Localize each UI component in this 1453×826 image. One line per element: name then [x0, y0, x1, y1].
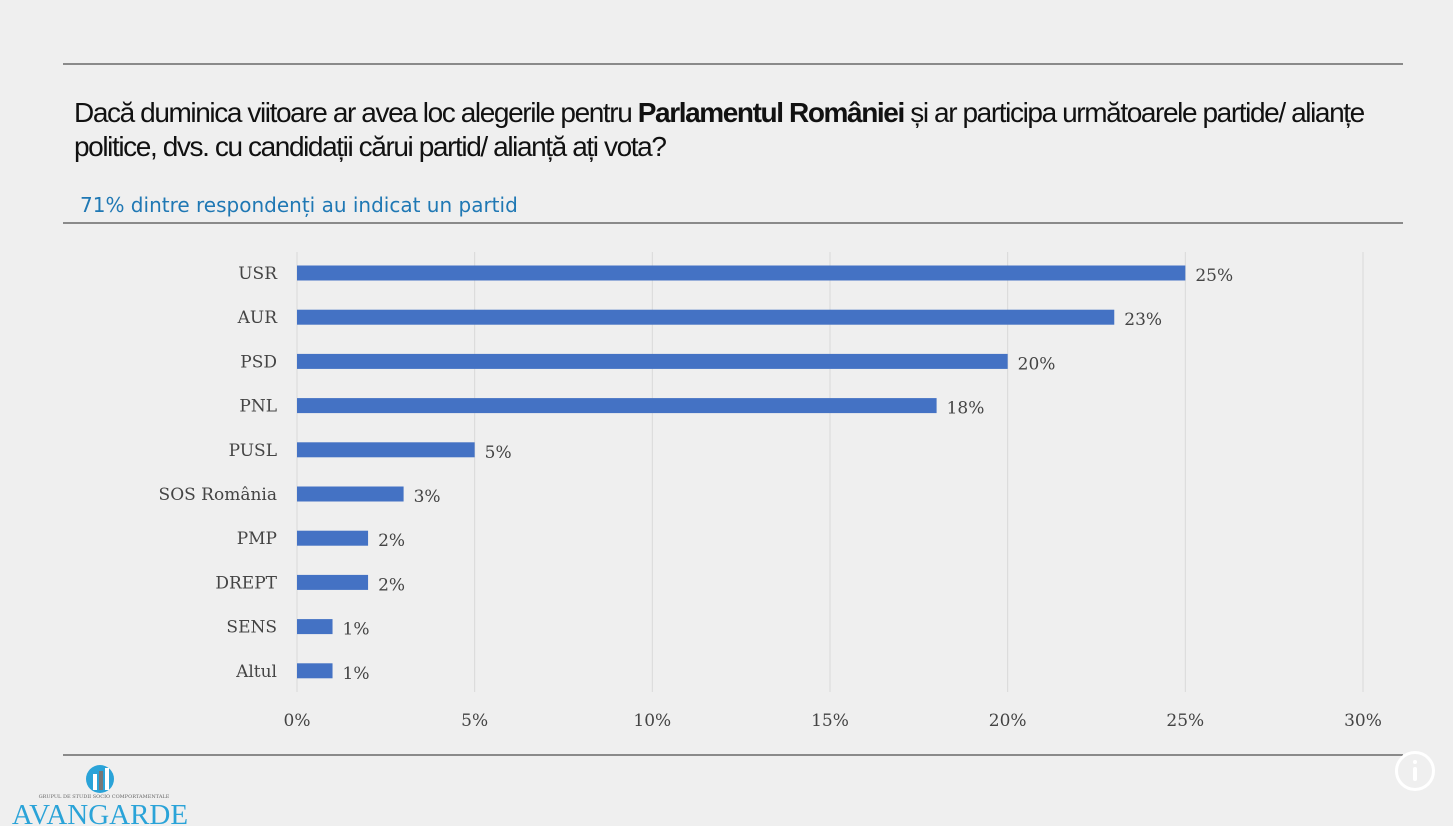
data-label: 3% [414, 487, 441, 507]
bar [297, 353, 1008, 369]
bar [297, 486, 404, 502]
svg-text:AVANGARDE: AVANGARDE [12, 799, 188, 826]
data-label: 5% [485, 443, 512, 463]
title-text: Dacă duminica viitoare ar avea loc alege… [74, 97, 638, 128]
x-tick-label: 25% [1166, 711, 1204, 731]
x-tick-label: 20% [989, 711, 1027, 731]
x-tick-label: 10% [633, 711, 671, 731]
top-rule [63, 63, 1403, 65]
category-label: DREPT [215, 573, 277, 593]
subtitle: 71% dintre respondenți au indicat un par… [80, 193, 518, 217]
avangarde-logo: GRUPUL DE STUDII SOCIO COMPORTAMENTALE A… [12, 765, 188, 826]
x-tick-label: 30% [1344, 711, 1382, 731]
bar [297, 309, 1115, 325]
category-label: PSD [240, 352, 277, 372]
category-label: PMP [237, 529, 277, 549]
subtitle-rule [63, 222, 1403, 224]
bottom-rule [63, 754, 1403, 756]
title-text-end: și ar participa următoarele partide/ ali… [74, 97, 1365, 162]
category-label: SENS [226, 618, 277, 638]
data-label: 20% [1018, 354, 1056, 374]
data-label: 2% [378, 575, 405, 595]
bar [297, 265, 1186, 281]
data-label: 23% [1124, 310, 1162, 330]
x-tick-label: 5% [461, 711, 488, 731]
bar [297, 619, 333, 635]
category-label: PUSL [229, 441, 277, 461]
data-label: 2% [378, 531, 405, 551]
category-label: PNL [239, 397, 277, 417]
data-label: 1% [343, 620, 370, 640]
category-label: USR [238, 264, 278, 284]
bar [297, 442, 475, 458]
title-bold-text: Parlamentul României [637, 97, 905, 128]
page-title: Dacă duminica viitoare ar avea loc alege… [74, 96, 1394, 164]
category-label: Altul [235, 662, 277, 682]
x-tick-label: 15% [811, 711, 849, 731]
info-icon[interactable] [1395, 751, 1435, 791]
bar [297, 663, 333, 679]
category-label: SOS România [159, 485, 277, 505]
data-label: 25% [1195, 266, 1233, 286]
data-label: 1% [343, 664, 370, 684]
data-label: 18% [947, 399, 985, 419]
x-tick-label: 0% [284, 711, 311, 731]
bar [297, 530, 369, 546]
bar [297, 398, 937, 414]
svg-text:GRUPUL DE STUDII SOCIO COMPORT: GRUPUL DE STUDII SOCIO COMPORTAMENTALE [39, 794, 170, 800]
category-label: AUR [237, 308, 279, 328]
bar [297, 574, 369, 590]
